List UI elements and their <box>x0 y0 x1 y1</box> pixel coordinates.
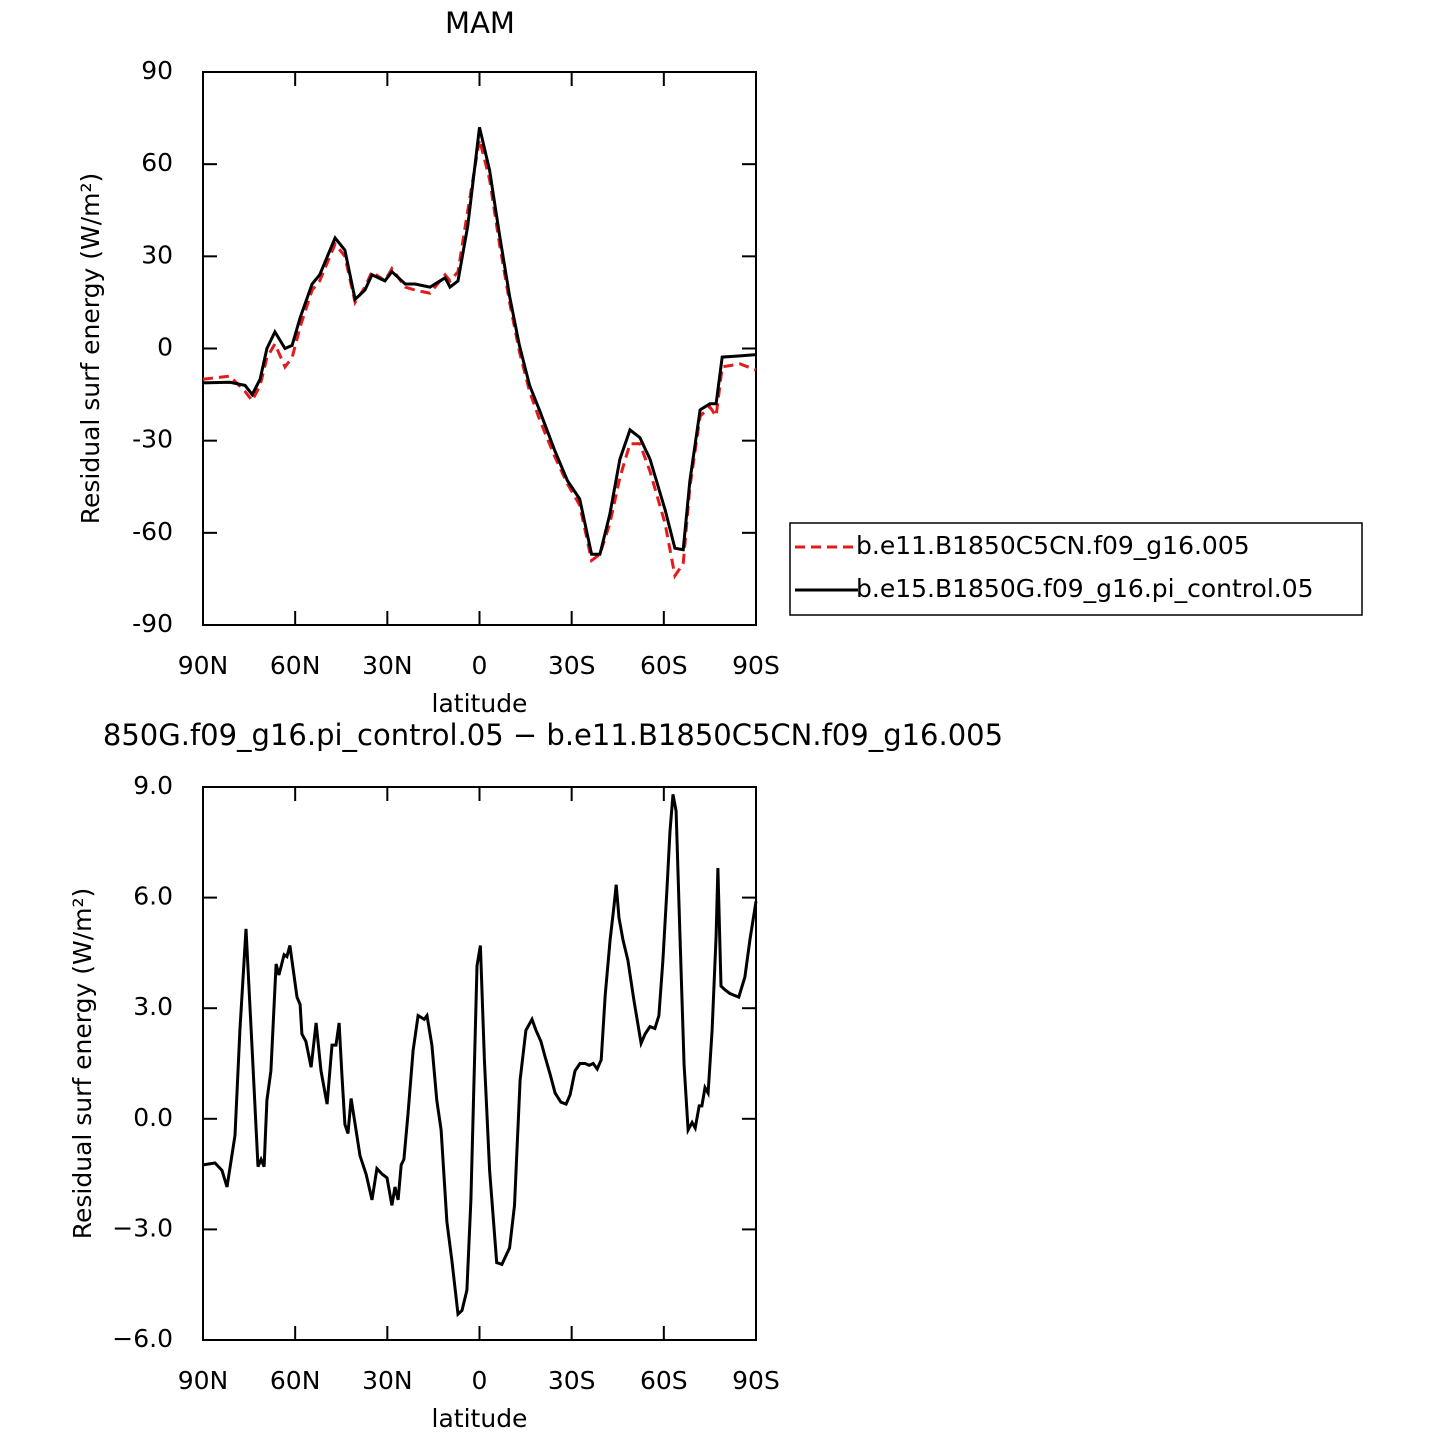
x-axis-label: latitude <box>432 689 528 718</box>
y-tick-label: -30 <box>132 425 173 454</box>
legend-label: b.e15.B1850G.f09_g16.pi_control.05 <box>856 574 1314 603</box>
x-tick-label: 60S <box>640 1366 688 1395</box>
y-tick-label: 30 <box>141 240 173 269</box>
x-tick-label: 30N <box>362 651 413 680</box>
x-tick-label: 90N <box>178 1366 229 1395</box>
x-tick-label: 30S <box>548 651 596 680</box>
data-line <box>202 794 758 1318</box>
legend-box <box>789 522 1363 616</box>
y-tick-label: 6.0 <box>133 882 173 911</box>
x-tick-label: 90S <box>732 651 780 680</box>
x-tick-label: 90S <box>732 1366 780 1395</box>
plot-frame <box>202 71 757 626</box>
y-tick-label: 90 <box>141 56 173 85</box>
x-tick-label: 60S <box>640 651 688 680</box>
data-line <box>202 139 757 580</box>
chart-title: MAM <box>445 6 515 40</box>
y-tick-label: 0.0 <box>133 1103 173 1132</box>
y-tick-label: 60 <box>141 148 173 177</box>
plot-frame <box>202 786 757 1341</box>
legend-label: b.e11.B1850C5CN.f09_g16.005 <box>856 531 1250 560</box>
x-tick-label: 30N <box>362 1366 413 1395</box>
y-tick-label: 0 <box>157 333 173 362</box>
x-tick-label: 0 <box>472 651 488 680</box>
y-tick-label: −6.0 <box>112 1324 173 1353</box>
x-tick-label: 90N <box>178 651 229 680</box>
x-tick-label: 60N <box>270 1366 321 1395</box>
chart-title: 850G.f09_g16.pi_control.05 − b.e11.B1850… <box>103 718 1003 752</box>
y-tick-label: −3.0 <box>112 1213 173 1242</box>
x-tick-label: 0 <box>472 1366 488 1395</box>
y-axis-label: Residual surf energy (W/m²) <box>68 888 97 1240</box>
y-tick-label: -60 <box>132 517 173 546</box>
x-tick-label: 60N <box>270 651 321 680</box>
x-tick-label: 30S <box>548 1366 596 1395</box>
x-axis-label: latitude <box>432 1404 528 1433</box>
y-tick-label: 3.0 <box>133 992 173 1021</box>
data-line <box>202 126 757 556</box>
y-axis-label: Residual surf energy (W/m²) <box>76 173 105 525</box>
y-tick-label: 9.0 <box>133 771 173 800</box>
y-tick-label: -90 <box>132 609 173 638</box>
